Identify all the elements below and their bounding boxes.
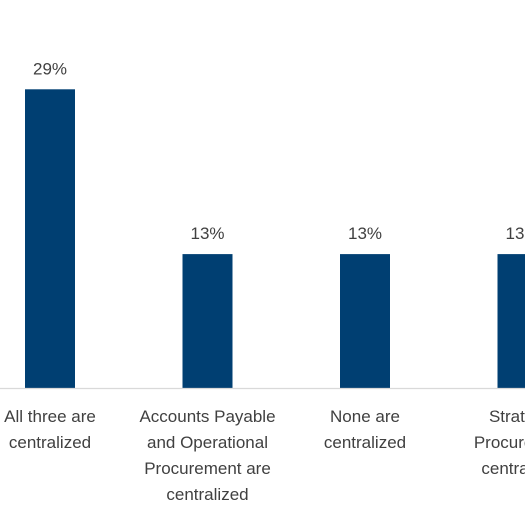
category-label-line: centralized [9, 433, 91, 452]
category-label-line: centralized [481, 459, 525, 478]
category-label-line: All three are [4, 407, 96, 426]
category-label-2: None are centralized [324, 407, 406, 452]
data-label-0: 29% [33, 59, 67, 78]
category-label-line: Strategic [489, 407, 525, 426]
category-label-line: centralized [324, 433, 406, 452]
bar-2 [340, 254, 390, 388]
bar-1 [182, 254, 233, 388]
category-label-3: Strategic Procurement centralized [474, 407, 525, 478]
bar-3 [497, 254, 525, 388]
bar-0 [25, 89, 75, 389]
category-label-line: and Operational [147, 433, 268, 452]
category-label-line: Procurement [474, 433, 525, 452]
category-label-1: Accounts Payable and Operational Procureme… [139, 407, 275, 504]
data-label-2: 13% [348, 224, 382, 243]
category-label-line: None are [330, 407, 400, 426]
category-label-line: Accounts Payable [139, 407, 275, 426]
category-label-line: centralized [166, 485, 248, 504]
category-label-line: Procurement are [144, 459, 271, 478]
data-label-1: 13% [190, 224, 224, 243]
data-label-3: 13% [505, 224, 525, 243]
category-label-0: All three are centralized [4, 407, 96, 452]
